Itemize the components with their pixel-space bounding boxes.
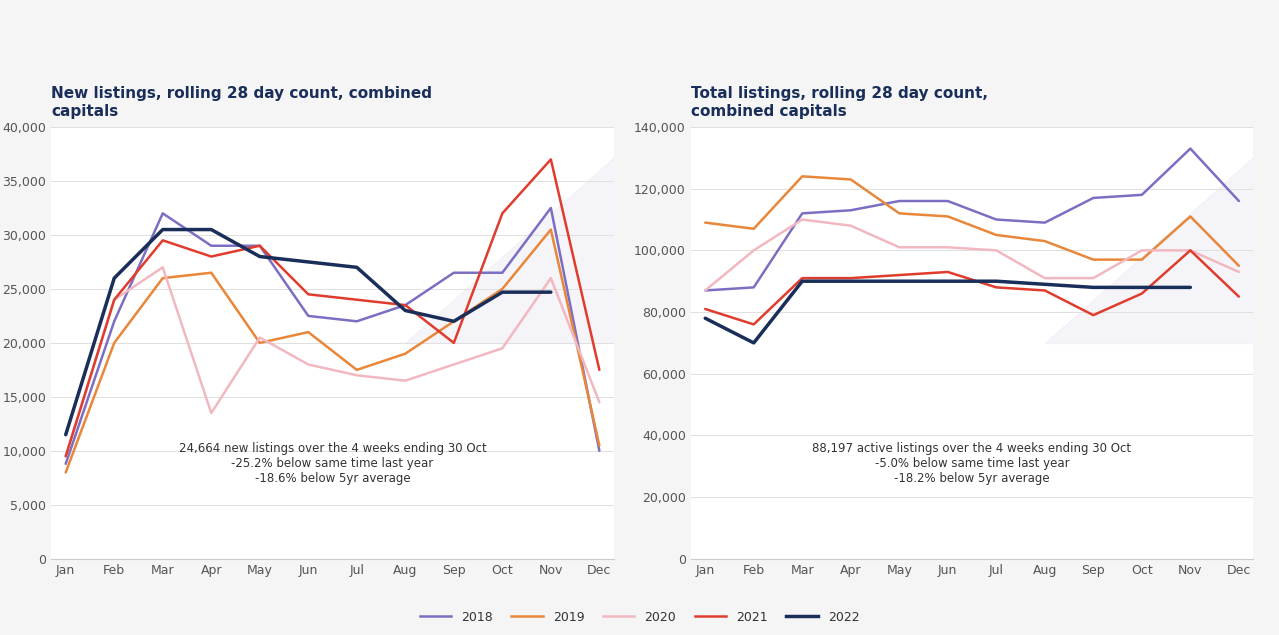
Text: 24,664 new listings over the 4 weeks ending 30 Oct
-25.2% below same time last y: 24,664 new listings over the 4 weeks end… xyxy=(179,443,486,485)
Text: 88,197 active listings over the 4 weeks ending 30 Oct
-5.0% below same time last: 88,197 active listings over the 4 weeks … xyxy=(812,443,1132,485)
Polygon shape xyxy=(1045,127,1279,343)
Text: Total listings, rolling 28 day count,
combined capitals: Total listings, rolling 28 day count, co… xyxy=(691,86,987,119)
Legend: 2018, 2019, 2020, 2021, 2022: 2018, 2019, 2020, 2021, 2022 xyxy=(414,606,865,629)
Text: New listings, rolling 28 day count, combined
capitals: New listings, rolling 28 day count, comb… xyxy=(51,86,432,119)
Polygon shape xyxy=(405,127,648,343)
